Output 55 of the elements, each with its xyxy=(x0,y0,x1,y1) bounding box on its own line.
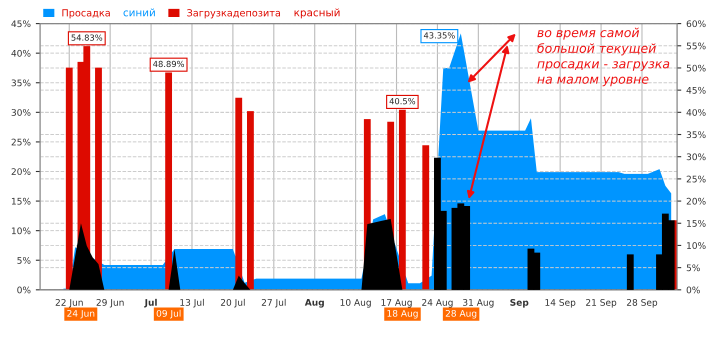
data-label: 43.35% xyxy=(424,32,455,39)
y-tick-label: 45% xyxy=(11,20,31,28)
y2-tick-label: 10% xyxy=(687,242,706,250)
y-tick-label: 40% xyxy=(11,50,31,57)
y2-tick-label: 5% xyxy=(686,264,700,272)
y2-tick-label: 30% xyxy=(686,153,706,160)
bar xyxy=(422,145,430,290)
y-tick-label: 20% xyxy=(12,168,31,176)
y-tick-label: 10% xyxy=(12,227,31,234)
y2-tick-label: 25% xyxy=(686,176,706,182)
y-tick-label: 5% xyxy=(17,256,31,264)
data-label: 48.89% xyxy=(153,60,184,68)
y-tick-label: 25% xyxy=(12,138,31,146)
y2-tick-label: 40% xyxy=(686,109,706,116)
legend-label: Просадка xyxy=(62,9,110,18)
bar xyxy=(247,111,254,290)
y2-tick-label: 35% xyxy=(686,131,706,138)
annotation: во время самой большой текущей просадки - загрузка на малом уровне xyxy=(537,28,670,86)
x-tick-label: 10 Aug xyxy=(340,299,371,308)
x-tick-label: 28 Sep xyxy=(626,299,658,308)
data-label: 40.5% xyxy=(390,98,416,104)
y2-tick-label: 15% xyxy=(687,220,706,227)
x-tick-label: 13 Jul xyxy=(180,298,204,308)
text: 24 Jun xyxy=(67,310,94,318)
x-tick-label: 31 Aug xyxy=(463,299,494,308)
x-tick-label: 29 Jun xyxy=(96,299,124,308)
y2-tick-label: 55% xyxy=(686,42,706,50)
x-tick-label: 24 Aug xyxy=(422,299,453,308)
x-tick-label: Aug xyxy=(304,299,324,308)
text: 28 Aug xyxy=(446,310,476,319)
x-tick-label: 20 Jul xyxy=(220,298,245,308)
x-tick-label: 27 Jul xyxy=(262,298,286,308)
y2-tick-label: 50% xyxy=(686,64,706,72)
x-tick-label: 21 Sep xyxy=(586,299,616,308)
y-tick-label: 30% xyxy=(12,109,31,116)
y2-tick-label: 60% xyxy=(686,20,706,28)
y2-tick-label: 20% xyxy=(686,198,706,205)
bar xyxy=(626,254,634,290)
x-tick-label: Sep xyxy=(510,299,528,308)
legend-label: Загрузкадепозита xyxy=(187,9,280,18)
x-tick-label: Jul xyxy=(144,298,157,308)
text: красный xyxy=(294,8,340,18)
x-tick-label: 14 Sep xyxy=(545,299,576,308)
y-tick-label: 35% xyxy=(12,79,31,86)
bar xyxy=(66,68,73,290)
y2-tick-label: 45% xyxy=(686,86,706,94)
text: 09 Jul xyxy=(156,310,180,318)
y-tick-label: 0% xyxy=(17,286,31,294)
text: 18 Aug xyxy=(387,310,418,319)
data-label: 54.83% xyxy=(72,34,102,41)
text: синий xyxy=(124,8,155,16)
x-tick-label: 22 Jun xyxy=(56,299,83,308)
x-tick-label: 17 Aug xyxy=(382,299,412,308)
y2-tick-label: 0% xyxy=(686,286,700,294)
y-tick-label: 15% xyxy=(12,198,31,205)
